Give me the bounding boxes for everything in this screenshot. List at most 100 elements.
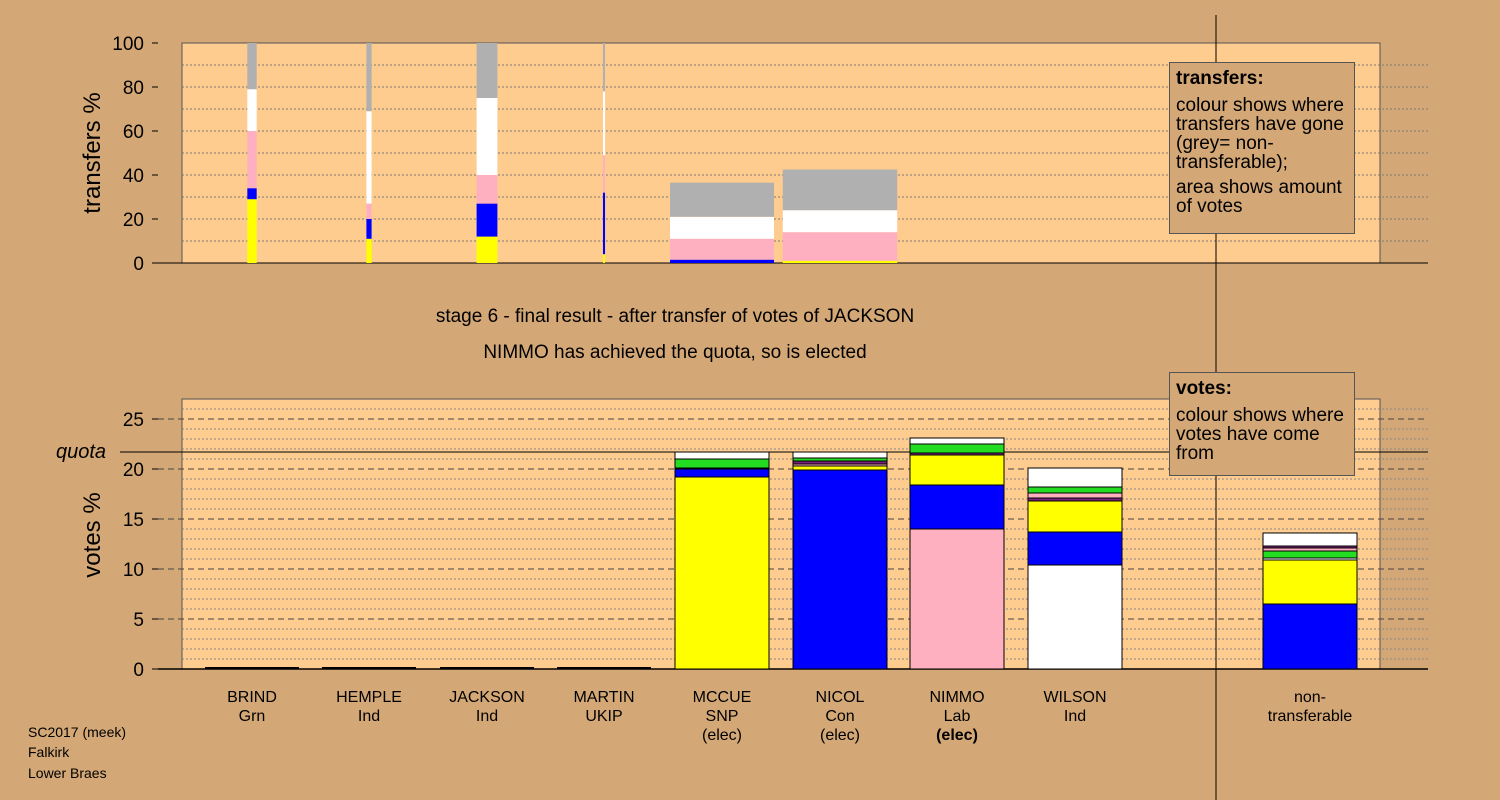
transfers-tick-label: 0	[133, 254, 144, 275]
candidate-name: MARTIN	[573, 689, 635, 706]
transfer-segment	[602, 91, 606, 156]
legend-votes-text1: colour shows where votes have come from	[1176, 405, 1344, 464]
transfer-segment	[782, 210, 898, 233]
vote-segment	[1027, 500, 1123, 533]
candidate-party: Lab	[943, 708, 971, 725]
transfer-segment	[476, 203, 498, 237]
candidate-name: MCCUE	[692, 689, 752, 706]
transfer-segment	[366, 43, 372, 112]
candidate-label: MARTIN UKIP	[549, 688, 659, 726]
votes-tick-label: 10	[123, 560, 144, 581]
transfers-tick-label: 80	[123, 78, 144, 99]
transfer-segment	[247, 199, 257, 263]
transfer-segment	[602, 155, 606, 193]
vote-segment	[1262, 532, 1358, 547]
candidate-name: HEMPLE	[336, 689, 402, 706]
transfer-segment	[366, 203, 372, 219]
candidate-party: Ind	[1063, 708, 1087, 725]
candidate-name: WILSON	[1043, 689, 1107, 706]
votes-ylabel: votes %	[79, 492, 106, 577]
candidate-label: NICOL Con (elec)	[785, 688, 895, 745]
vote-segment	[1027, 492, 1123, 499]
transfer-segment	[476, 98, 498, 175]
transfer-segment	[782, 169, 898, 211]
quota-label: quota	[56, 441, 106, 463]
candidate-party: Ind	[475, 708, 499, 725]
legend-votes: votes: colour shows where votes have com…	[1169, 372, 1355, 476]
candidate-label: WILSON Ind	[1020, 688, 1130, 726]
vote-segment	[909, 443, 1005, 454]
legend-transfers-text1: colour shows where transfers have gone (…	[1176, 95, 1344, 173]
candidate-name: BRIND	[227, 689, 277, 706]
candidate-party: transferable	[1267, 708, 1353, 725]
vote-segment	[909, 528, 1005, 670]
stage-subtitle: NIMMO has achieved the quota, so is elec…	[483, 342, 867, 363]
transfer-segment	[782, 260, 898, 263]
transfers-tick-label: 60	[123, 122, 144, 143]
candidate-label: non-transferable	[1255, 688, 1365, 726]
vote-segment	[1262, 550, 1358, 559]
footer-line2: Falkirk	[28, 744, 70, 760]
votes-tick-label: 25	[123, 410, 144, 431]
vote-segment	[1027, 531, 1123, 566]
candidate-label: BRIND Grn	[197, 688, 307, 726]
vote-segment	[792, 469, 888, 670]
footer-line1: SC2017 (meek)	[28, 724, 127, 740]
candidate-party: Con	[825, 708, 855, 725]
vote-segment	[674, 476, 770, 670]
transfer-segment	[670, 238, 774, 260]
candidate-status: (elec)	[936, 727, 978, 744]
candidate-status: (elec)	[819, 727, 860, 744]
vote-segment	[1262, 559, 1358, 605]
candidate-name: NICOL	[815, 689, 865, 706]
legend-transfers-title: transfers:	[1176, 68, 1264, 89]
vote-segment	[909, 454, 1005, 486]
vote-segment	[792, 465, 888, 471]
vote-segment	[909, 484, 1005, 530]
candidate-party: Grn	[238, 708, 266, 725]
legend-transfers-text2: area shows amount of votes	[1176, 177, 1342, 217]
votes-tick-label: 20	[123, 460, 144, 481]
transfer-segment	[476, 175, 498, 204]
transfer-segment	[247, 89, 257, 131]
legend-votes-title: votes:	[1176, 378, 1232, 399]
stage-title: stage 6 - final result - after transfer …	[435, 306, 915, 327]
vote-segment	[1262, 603, 1358, 670]
vote-segment	[1027, 486, 1123, 494]
transfer-segment	[602, 254, 606, 263]
votes-tick-label: 15	[123, 510, 144, 531]
vote-segment	[674, 451, 770, 460]
vote-segment	[909, 437, 1005, 445]
vote-segment	[1027, 467, 1123, 488]
transfer-segment	[476, 236, 498, 263]
transfers-tick-label: 100	[112, 34, 144, 55]
transfers-tick-label: 20	[123, 210, 144, 231]
transfers-ylabel: transfers %	[79, 92, 106, 213]
transfer-segment	[366, 238, 372, 263]
candidate-party: SNP	[705, 708, 739, 725]
transfers-tick-label: 40	[123, 166, 144, 187]
transfer-segment	[602, 192, 606, 255]
candidate-party: Ind	[357, 708, 381, 725]
candidate-label: JACKSON Ind	[432, 688, 542, 726]
transfer-segment	[602, 43, 606, 92]
transfer-segment	[366, 219, 372, 239]
votes-tick-label: 5	[133, 610, 144, 631]
transfer-segment	[247, 43, 257, 90]
transfer-segment	[366, 111, 372, 204]
candidate-label: HEMPLE Ind	[314, 688, 424, 726]
vote-segment	[1027, 564, 1123, 670]
transfer-segment	[782, 232, 898, 261]
candidate-name: NIMMO	[929, 689, 985, 706]
votes-panel: 0 5 10 15 20 25	[120, 398, 1428, 681]
candidate-name: JACKSON	[449, 689, 525, 706]
transfer-segment	[670, 259, 774, 263]
vote-segment	[674, 468, 770, 478]
candidate-label: MCCUE SNP (elec)	[667, 688, 777, 745]
transfer-segment	[476, 43, 498, 98]
transfer-segment	[670, 216, 774, 239]
candidate-name: non-	[1293, 689, 1327, 706]
vote-segment	[792, 451, 888, 459]
candidate-status: (elec)	[701, 727, 742, 744]
candidate-party: UKIP	[585, 708, 623, 725]
